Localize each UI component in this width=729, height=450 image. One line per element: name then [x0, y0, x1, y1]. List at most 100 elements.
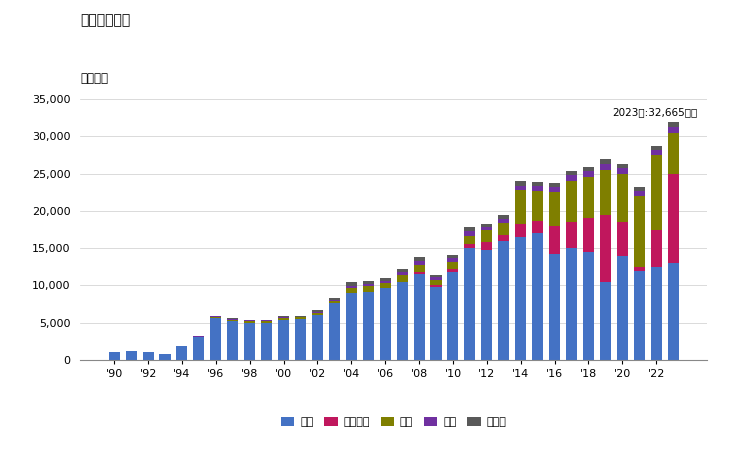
Bar: [295, 319, 306, 360]
Bar: [261, 323, 272, 360]
Bar: [515, 185, 526, 190]
Bar: [227, 321, 238, 360]
Legend: 韓国, ベトナム, 中国, 台湾, その他: 韓国, ベトナム, 中国, 台湾, その他: [277, 413, 510, 432]
Bar: [227, 318, 238, 319]
Bar: [329, 300, 340, 301]
Bar: [278, 318, 289, 320]
Bar: [363, 286, 374, 292]
Bar: [515, 237, 526, 360]
Bar: [464, 243, 475, 248]
Bar: [227, 320, 238, 321]
Bar: [634, 191, 644, 196]
Bar: [566, 248, 577, 360]
Bar: [600, 164, 611, 170]
Bar: [498, 215, 510, 219]
Bar: [448, 272, 459, 360]
Bar: [431, 287, 442, 360]
Bar: [566, 175, 577, 181]
Bar: [600, 282, 611, 360]
Bar: [532, 233, 543, 360]
Bar: [448, 258, 459, 262]
Bar: [617, 174, 628, 222]
Bar: [464, 248, 475, 360]
Bar: [481, 250, 492, 360]
Bar: [549, 192, 560, 226]
Bar: [143, 352, 154, 360]
Bar: [448, 269, 459, 272]
Bar: [498, 235, 510, 241]
Text: 輸入量の推移: 輸入量の推移: [80, 14, 130, 27]
Bar: [464, 227, 475, 231]
Bar: [448, 262, 459, 269]
Bar: [278, 316, 289, 318]
Bar: [448, 255, 459, 258]
Bar: [651, 146, 662, 150]
Bar: [346, 288, 356, 293]
Bar: [244, 320, 255, 321]
Bar: [210, 316, 222, 317]
Bar: [346, 283, 356, 286]
Bar: [397, 282, 408, 360]
Bar: [532, 186, 543, 191]
Bar: [329, 301, 340, 303]
Bar: [498, 223, 510, 235]
Bar: [329, 298, 340, 300]
Bar: [617, 168, 628, 174]
Bar: [566, 171, 577, 175]
Bar: [193, 337, 204, 360]
Bar: [363, 284, 374, 286]
Bar: [431, 274, 442, 277]
Bar: [431, 277, 442, 280]
Bar: [125, 351, 136, 360]
Bar: [380, 288, 391, 360]
Bar: [566, 181, 577, 222]
Bar: [532, 221, 543, 233]
Bar: [413, 265, 424, 272]
Bar: [651, 230, 662, 267]
Bar: [617, 164, 628, 168]
Bar: [346, 286, 356, 288]
Bar: [549, 187, 560, 192]
Bar: [515, 190, 526, 224]
Bar: [312, 315, 323, 360]
Bar: [668, 263, 679, 360]
Bar: [295, 317, 306, 318]
Bar: [651, 267, 662, 360]
Text: 単位トン: 単位トン: [80, 72, 108, 85]
Bar: [532, 182, 543, 186]
Bar: [329, 303, 340, 360]
Bar: [617, 256, 628, 360]
Bar: [634, 196, 644, 267]
Bar: [583, 167, 594, 171]
Bar: [312, 310, 323, 311]
Bar: [617, 222, 628, 256]
Bar: [413, 261, 424, 265]
Bar: [397, 275, 408, 282]
Bar: [261, 321, 272, 323]
Bar: [380, 281, 391, 283]
Bar: [634, 187, 644, 191]
Bar: [566, 222, 577, 248]
Bar: [464, 231, 475, 236]
Bar: [413, 274, 424, 360]
Bar: [600, 170, 611, 215]
Bar: [668, 126, 679, 133]
Bar: [244, 323, 255, 360]
Bar: [515, 181, 526, 185]
Bar: [668, 133, 679, 174]
Bar: [668, 174, 679, 263]
Bar: [600, 159, 611, 164]
Bar: [481, 227, 492, 230]
Bar: [600, 215, 611, 282]
Bar: [431, 280, 442, 285]
Bar: [498, 241, 510, 360]
Bar: [651, 150, 662, 155]
Bar: [380, 283, 391, 288]
Bar: [515, 224, 526, 237]
Bar: [109, 352, 120, 360]
Bar: [651, 155, 662, 230]
Bar: [210, 318, 222, 360]
Bar: [346, 293, 356, 360]
Bar: [278, 320, 289, 360]
Bar: [244, 321, 255, 323]
